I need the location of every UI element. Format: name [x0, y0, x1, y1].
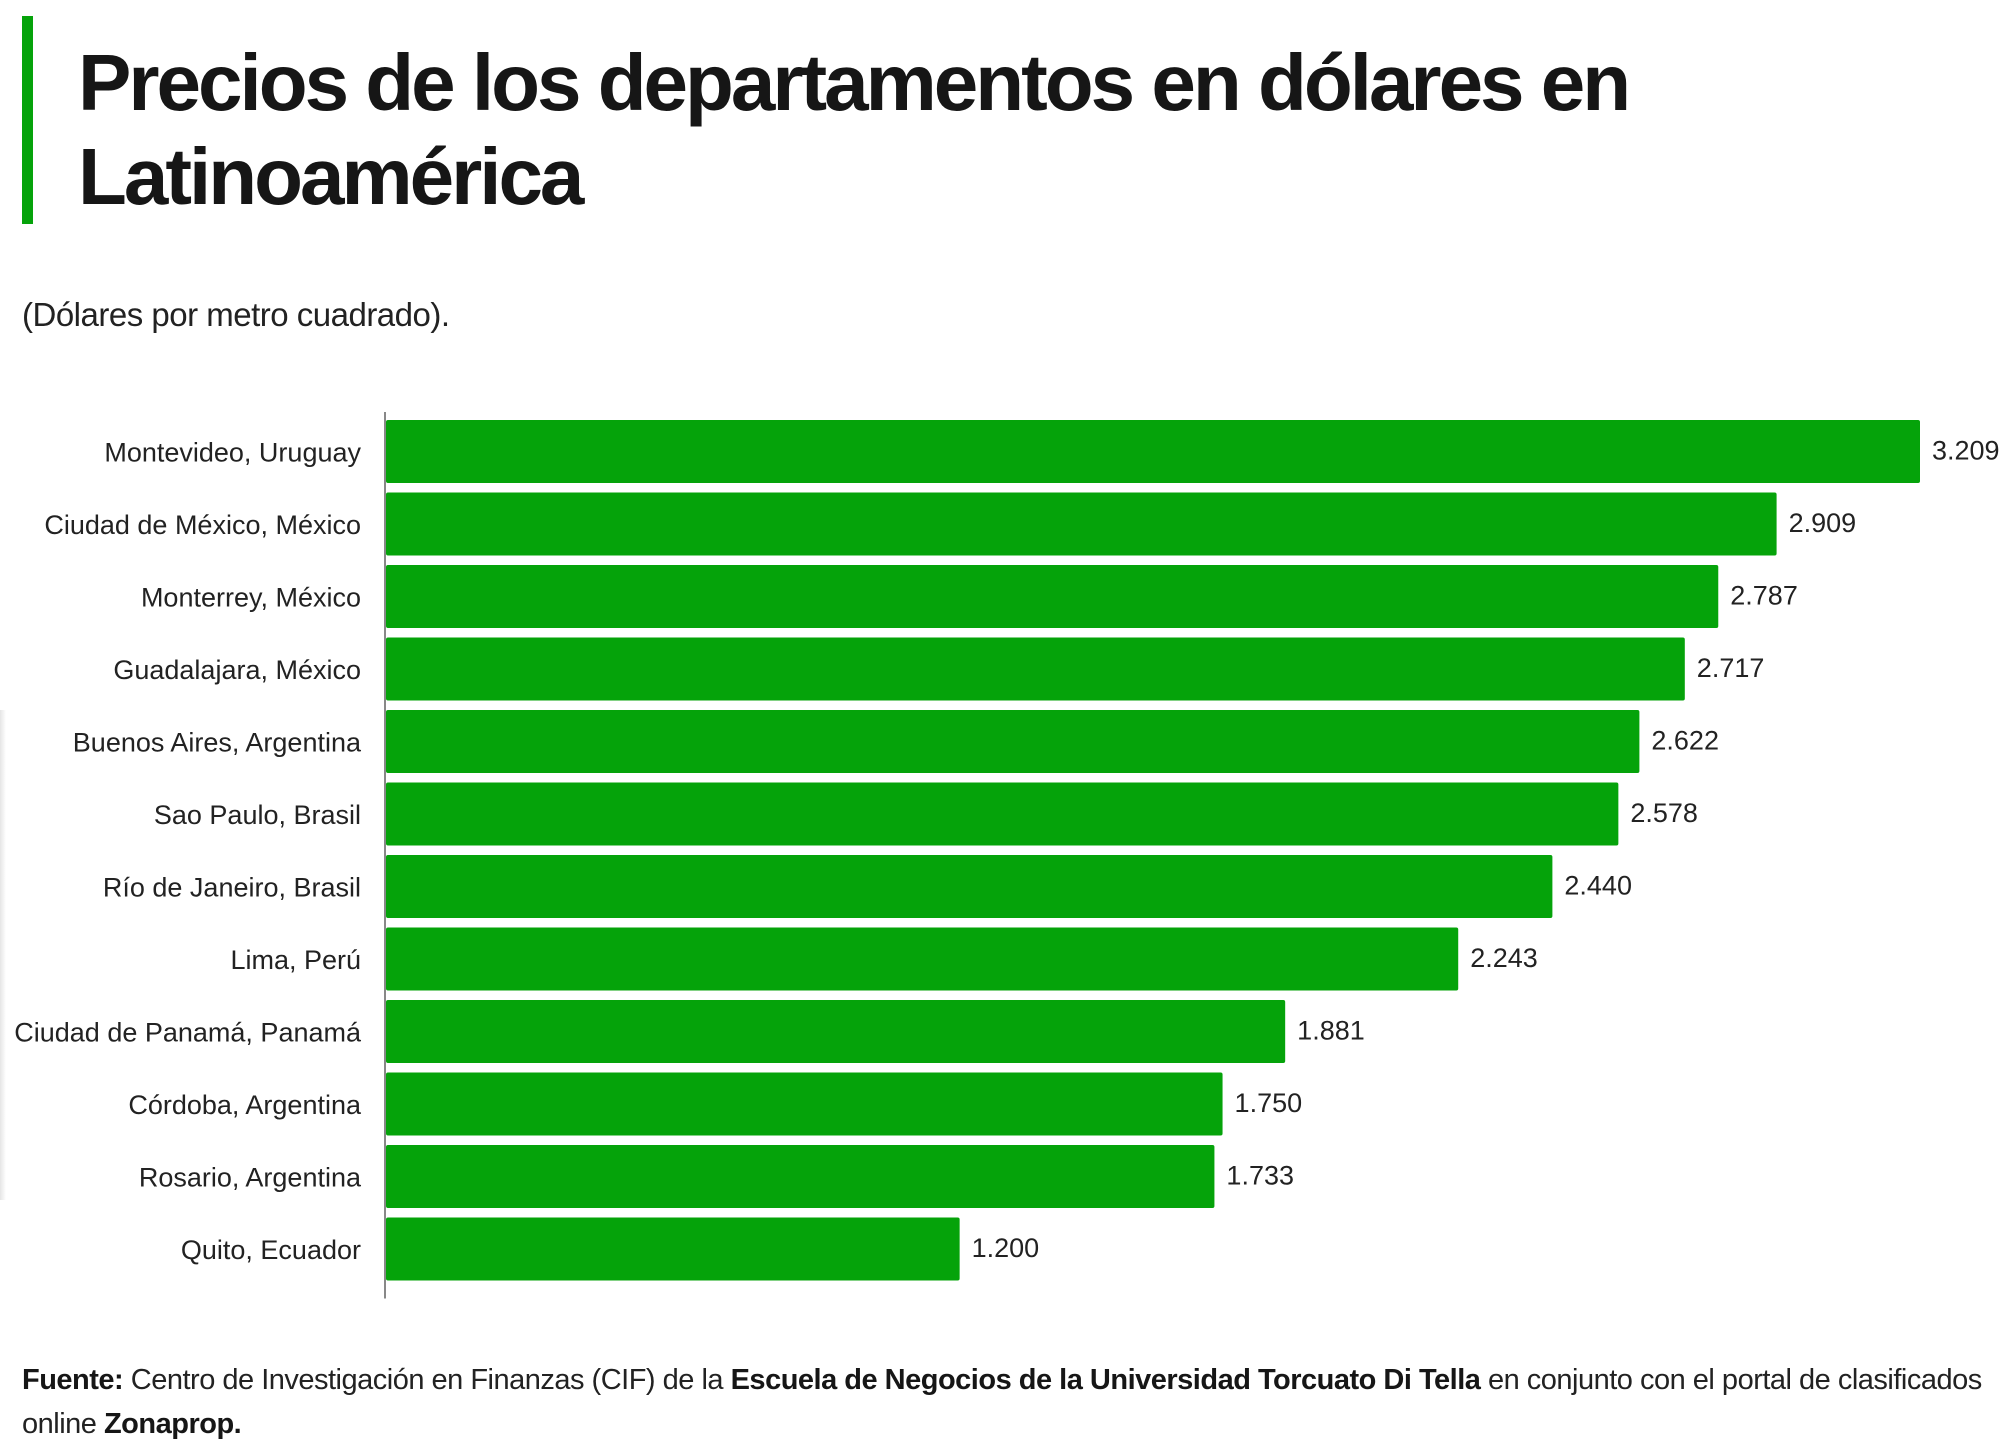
category-label: Ciudad de México, México [44, 510, 361, 540]
bar [386, 565, 1719, 628]
bar [386, 1217, 960, 1281]
value-label: 1.733 [1226, 1161, 1294, 1191]
category-label: Buenos Aires, Argentina [73, 728, 362, 758]
value-label: 2.622 [1651, 726, 1719, 756]
bar [386, 710, 1640, 773]
category-label: Montevideo, Uruguay [104, 438, 361, 468]
category-labels: Montevideo, Uruguay Ciudad de México, Méx… [14, 438, 362, 1266]
value-label: 2.787 [1730, 581, 1798, 611]
source-bold-1: Escuela de Negocios de la Universidad To… [730, 1364, 1481, 1396]
value-labels: 3.209 2.909 2.787 2.717 2.622 2.578 2.440 2.243… [972, 436, 2000, 1264]
value-label: 2.909 [1789, 508, 1857, 538]
bar-chart: Montevideo, Uruguay Ciudad de México, Méx… [0, 400, 2004, 1300]
source-bold-2: Zonaprop. [103, 1408, 242, 1440]
chart-subtitle: (Dólares por metro cuadrado). [22, 296, 450, 333]
category-label: Quito, Ecuador [181, 1235, 361, 1265]
bars [386, 420, 1920, 1281]
category-label: Sao Paulo, Brasil [154, 800, 361, 830]
bar [386, 1072, 1223, 1136]
title-accent-bar [22, 16, 33, 224]
bar [386, 1145, 1215, 1208]
value-label: 2.578 [1630, 798, 1698, 828]
source-label: Fuente: [22, 1364, 124, 1396]
category-label: Lima, Perú [230, 945, 361, 975]
bar [386, 782, 1619, 846]
category-label: Monterrey, México [141, 583, 361, 613]
value-label: 2.440 [1564, 871, 1632, 901]
value-label: 2.243 [1470, 943, 1538, 973]
value-label: 3.209 [1932, 436, 2000, 466]
bar [386, 1000, 1286, 1063]
category-label: Ciudad de Panamá, Panamá [14, 1018, 362, 1048]
value-label: 1.881 [1297, 1016, 1365, 1046]
left-edge-shadow [0, 710, 6, 1200]
bar [386, 492, 1777, 556]
value-label: 1.200 [972, 1233, 1040, 1263]
category-label: Rosario, Argentina [139, 1163, 362, 1193]
bar [386, 927, 1459, 991]
value-label: 2.717 [1697, 653, 1765, 683]
bar-chart-svg: Montevideo, Uruguay Ciudad de México, Méx… [14, 412, 2000, 1299]
source-text-2: en conjunto con el portal de clasificado… [22, 1364, 1982, 1440]
bar [386, 420, 1920, 483]
bar [386, 637, 1685, 701]
source-text-1: Centro de Investigación en Finanzas (CIF… [123, 1364, 731, 1396]
bar [386, 855, 1553, 918]
category-label: Córdoba, Argentina [128, 1090, 362, 1120]
value-label: 1.750 [1235, 1088, 1303, 1118]
source-note: Fuente: Centro de Investigación en Finan… [22, 1358, 1982, 1446]
category-label: Guadalajara, México [113, 655, 361, 685]
chart-title: Precios de los departamentos en dólares … [78, 38, 1631, 221]
category-label: Río de Janeiro, Brasil [103, 873, 361, 903]
